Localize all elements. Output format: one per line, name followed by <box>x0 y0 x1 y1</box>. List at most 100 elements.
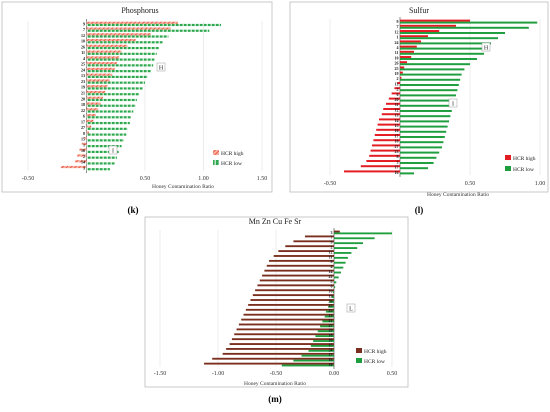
bar-hcr-high <box>370 149 400 152</box>
bar-hcr-low <box>324 315 334 318</box>
category-label: 13 <box>329 313 333 318</box>
bar-hcr-high <box>86 44 128 47</box>
bar-hcr-high <box>86 119 94 122</box>
category-label: 22 <box>81 108 85 113</box>
panel-m-marker-l: L <box>346 303 356 313</box>
category-label: 15 <box>81 137 85 142</box>
bar-hcr-low <box>400 84 459 86</box>
bar-hcr-low <box>86 145 122 148</box>
bar-hcr-low <box>334 286 336 289</box>
legend-label-hcr-high: HCR high <box>221 151 244 157</box>
category-label: 14 <box>81 160 85 165</box>
bar-hcr-high <box>86 27 171 30</box>
category-label: 16 <box>81 148 85 153</box>
bar-hcr-high <box>212 357 334 360</box>
bar-hcr-low <box>86 29 210 32</box>
category-label: 4 <box>397 45 399 50</box>
category-label: 12 <box>395 29 399 34</box>
panel-m-legend: HCR high HCR low <box>356 348 387 365</box>
bar-hcr-low <box>400 47 487 50</box>
category-label: 3 <box>331 230 333 235</box>
bar-hcr-low <box>328 305 334 308</box>
category-label: 24 <box>81 67 85 72</box>
x-tick-label: 0.50 <box>465 181 476 187</box>
legend-label-hcr-high: HCR high <box>364 349 387 355</box>
bar-hcr-high <box>400 30 440 32</box>
bar-hcr-low <box>86 150 120 153</box>
x-tick-label: 1.00 <box>198 176 209 182</box>
bar-hcr-high <box>241 318 334 321</box>
x-tick-label: 0.50 <box>387 371 398 377</box>
panel-l-x-ticks: -0.50 0.50 1.00 <box>324 181 546 187</box>
bar-hcr-low <box>400 146 442 149</box>
category-label: 2 <box>397 87 399 92</box>
category-label: 6 <box>83 114 85 119</box>
bar-hcr-high <box>400 66 405 69</box>
legend-swatch-hcr-low <box>213 160 219 165</box>
category-label: 2 <box>331 245 333 250</box>
bar-hcr-low <box>400 120 449 123</box>
bar-hcr-high <box>377 123 400 126</box>
bar-hcr-low <box>86 23 222 27</box>
category-label: 10 <box>329 362 333 367</box>
bar-hcr-low <box>400 58 477 60</box>
bar-hcr-high <box>400 35 428 38</box>
panel-label-k: (k) <box>128 205 139 215</box>
category-label: 20 <box>329 328 333 333</box>
bar-hcr-low <box>310 344 334 347</box>
category-label: 19 <box>81 85 85 90</box>
category-label: 17 <box>395 133 399 138</box>
bar-hcr-low <box>400 89 458 92</box>
bar-hcr-high <box>86 114 96 117</box>
bar-hcr-low <box>400 167 428 170</box>
bar-hcr-high <box>305 235 334 238</box>
bar-hcr-high <box>86 50 122 53</box>
category-label: 22 <box>329 274 333 279</box>
x-tick-label: 1.00 <box>535 181 546 187</box>
bar-hcr-high <box>372 144 400 147</box>
bar-hcr-high <box>86 125 92 128</box>
bar-hcr-high <box>257 284 334 287</box>
bar-hcr-low <box>329 300 334 303</box>
category-label: 5 <box>331 279 333 284</box>
panel-m-title: Mn Zn Cu Fe Sr <box>249 217 302 226</box>
category-label: 7 <box>331 235 333 240</box>
category-label: 7 <box>83 27 85 32</box>
category-label: 11 <box>395 50 399 55</box>
panel-l-legend: HCR high HCR low <box>505 155 536 173</box>
bar-hcr-low <box>322 320 334 323</box>
bar-hcr-low <box>86 41 163 44</box>
bar-hcr-low <box>400 42 491 45</box>
bar-hcr-high <box>334 230 340 233</box>
panel-k-bars <box>60 21 222 171</box>
bar-hcr-high <box>222 352 334 355</box>
category-label: 17 <box>81 119 85 124</box>
legend-swatch-hcr-low <box>505 166 511 171</box>
bar-hcr-high <box>376 128 400 131</box>
category-label: 24 <box>395 40 399 45</box>
bar-hcr-low <box>334 266 344 269</box>
panel-l-marker-i: I <box>448 98 458 108</box>
category-label: 27 <box>395 144 399 149</box>
x-tick-label: -0.50 <box>324 181 337 187</box>
category-label: 3 <box>83 166 85 171</box>
bar-hcr-high <box>86 73 113 76</box>
bar-hcr-high <box>400 50 414 53</box>
bar-hcr-low <box>308 349 334 352</box>
bar-hcr-high <box>383 108 400 110</box>
category-label: 10 <box>329 337 333 342</box>
legend-swatch-hcr-low <box>356 358 362 363</box>
category-label: 23 <box>81 79 85 84</box>
legend-swatch-hcr-high <box>505 155 511 160</box>
bar-hcr-high <box>391 92 400 95</box>
bar-hcr-high <box>400 19 470 22</box>
category-label: 21 <box>329 318 333 323</box>
category-label: 15 <box>329 342 333 347</box>
bar-hcr-high <box>400 45 417 48</box>
bar-hcr-low <box>334 276 339 279</box>
bar-hcr-high <box>248 303 334 306</box>
bar-hcr-low <box>334 242 363 245</box>
bar-hcr-low <box>400 32 505 34</box>
bar-hcr-low <box>400 156 437 159</box>
bar-hcr-low <box>325 310 334 313</box>
